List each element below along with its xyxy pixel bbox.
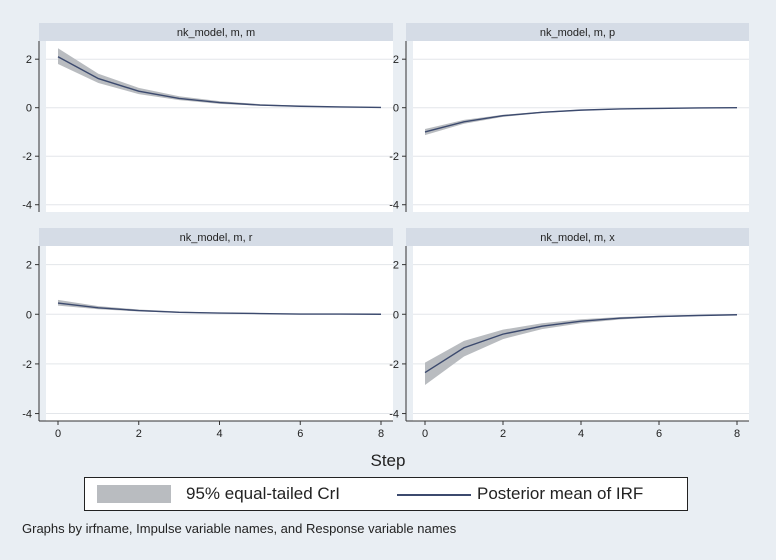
x-tick-label: 8 xyxy=(734,428,740,440)
x-tick-label: 8 xyxy=(378,428,384,440)
panel-strip xyxy=(406,228,749,246)
mean-line xyxy=(57,56,382,109)
legend: 95% equal-tailed CrI Posterior mean of I… xyxy=(84,477,688,511)
panel-3: nk_model, m, r 2 0 -2 -4 0 2 4 6 8 xyxy=(22,228,393,440)
y-tick-label: 2 xyxy=(26,260,32,272)
mean-line xyxy=(57,302,382,315)
x-tick-label: 4 xyxy=(216,428,222,440)
panel-strip xyxy=(39,23,393,41)
y-tick-label: -4 xyxy=(389,409,399,421)
y-tick-label: 0 xyxy=(26,309,32,321)
credible-band xyxy=(425,314,737,386)
panel-title: nk_model, m, p xyxy=(540,27,615,39)
graph-note: Graphs by irfname, Impulse variable name… xyxy=(22,521,457,536)
mean-line xyxy=(424,314,738,374)
x-tick-label: 6 xyxy=(656,428,662,440)
mean-line xyxy=(424,107,738,133)
y-tick-label: 2 xyxy=(26,54,32,66)
x-tick-label: 0 xyxy=(55,428,61,440)
x-axis-title: Step xyxy=(371,451,406,470)
x-tick-label: 6 xyxy=(297,428,303,440)
y-tick-label: 0 xyxy=(393,309,399,321)
y-tick-label: -2 xyxy=(389,359,399,371)
y-tick-label: 0 xyxy=(26,103,32,115)
x-tick-label: 4 xyxy=(578,428,584,440)
legend-swatch-band xyxy=(97,485,171,503)
panel-title: nk_model, m, m xyxy=(177,27,255,39)
y-tick-label: 0 xyxy=(393,103,399,115)
panel-2: nk_model, m, p 2 0 -2 -4 xyxy=(389,23,749,212)
plot-area xyxy=(46,246,393,421)
panel-title: nk_model, m, x xyxy=(540,232,615,244)
panel-1: nk_model, m, m 2 0 -2 -4 xyxy=(22,23,393,212)
legend-swatch-line xyxy=(397,494,471,496)
y-tick-label: -4 xyxy=(389,200,399,212)
panel-4: nk_model, m, x 2 0 -2 -4 0 2 4 6 8 xyxy=(389,228,749,440)
y-tick-label: -2 xyxy=(22,151,32,163)
credible-band xyxy=(58,48,381,108)
y-tick-label: -2 xyxy=(389,151,399,163)
y-tick-label: -2 xyxy=(22,359,32,371)
panel-strip xyxy=(39,228,393,246)
legend-label-band: 95% equal-tailed CrI xyxy=(186,484,341,503)
y-tick-label: -4 xyxy=(22,409,32,421)
plot-area xyxy=(413,246,749,421)
y-tick-label: 2 xyxy=(393,260,399,272)
x-tick-label: 0 xyxy=(422,428,428,440)
x-tick-label: 2 xyxy=(500,428,506,440)
plot-area xyxy=(413,41,749,212)
panel-title: nk_model, m, r xyxy=(180,232,253,244)
y-tick-label: -4 xyxy=(22,200,32,212)
legend-label-line: Posterior mean of IRF xyxy=(477,484,644,503)
y-tick-label: 2 xyxy=(393,54,399,66)
plot-area xyxy=(46,41,393,212)
x-tick-label: 2 xyxy=(136,428,142,440)
panel-strip xyxy=(406,23,749,41)
